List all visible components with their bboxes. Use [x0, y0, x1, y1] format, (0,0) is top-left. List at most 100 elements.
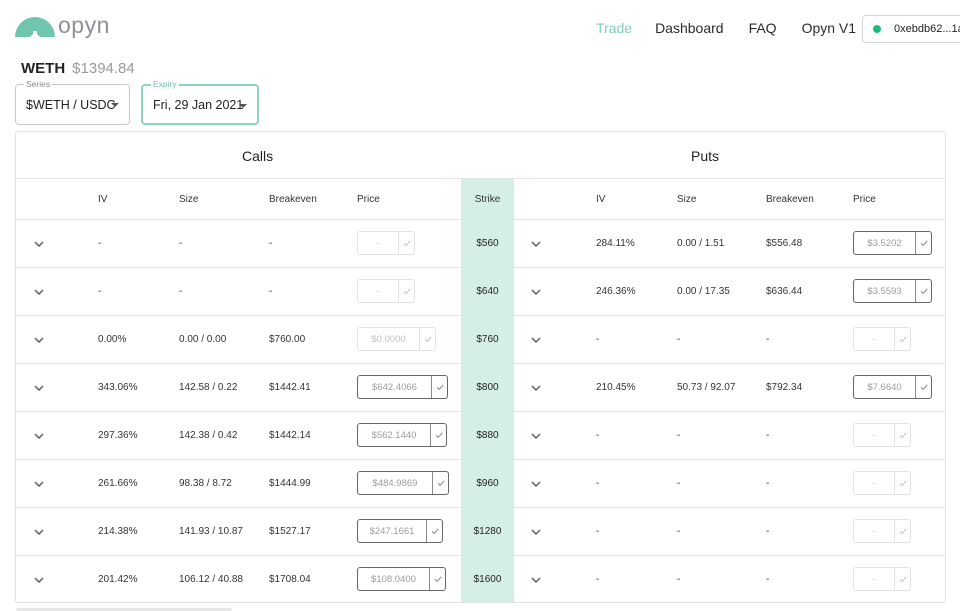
call-size: -: [179, 238, 183, 249]
header-put-iv: IV: [596, 194, 606, 205]
put-price-value: $3.5202: [867, 237, 902, 249]
calls-title: Calls: [242, 148, 274, 164]
chevron-down-icon[interactable]: [32, 285, 46, 299]
chevron-down-icon[interactable]: [32, 477, 46, 491]
horizontal-scrollbar[interactable]: [16, 608, 232, 611]
check-icon[interactable]: [894, 472, 910, 494]
opyn-logo[interactable]: opyn: [14, 12, 110, 39]
call-size: 106.12 / 40.88: [179, 574, 243, 585]
call-price-input[interactable]: -: [357, 231, 415, 255]
call-price-value: -: [376, 285, 380, 297]
nav-faq[interactable]: FAQ: [748, 20, 777, 36]
put-size: -: [677, 478, 681, 489]
call-price-input[interactable]: $247.1661: [357, 519, 443, 543]
put-price-input[interactable]: $7.6640: [853, 375, 932, 399]
table-row: - - - - $640 246.36% 0.00 / 17.35 $636.44 $3.559…: [16, 268, 945, 316]
umbrella-logo-icon: [14, 13, 56, 39]
call-price-input[interactable]: $0.0000: [357, 327, 436, 351]
check-icon[interactable]: [432, 472, 448, 494]
call-price-input[interactable]: $642.4066: [357, 375, 448, 399]
strike-price: $800: [476, 382, 499, 393]
put-price-value: -: [872, 477, 876, 489]
wallet-button[interactable]: 0xebdb62...1a: [862, 15, 960, 43]
put-price-input[interactable]: $3.5202: [853, 231, 932, 255]
put-price-input[interactable]: -: [853, 471, 911, 495]
check-icon[interactable]: [430, 424, 446, 446]
puts-title: Puts: [691, 148, 720, 164]
chevron-down-icon[interactable]: [529, 573, 543, 587]
check-icon[interactable]: [915, 376, 931, 398]
call-iv: 214.38%: [98, 526, 138, 537]
put-size: -: [677, 334, 681, 345]
options-chain-table: Calls Puts IV Size Breakeven Price Strik…: [15, 131, 946, 603]
call-price-value: $0.0000: [371, 333, 406, 345]
chevron-down-icon[interactable]: [32, 237, 46, 251]
put-price-input[interactable]: $3.5593: [853, 279, 932, 303]
put-iv: 246.36%: [596, 286, 636, 297]
chevron-down-icon[interactable]: [529, 333, 543, 347]
header-put-breakeven: Breakeven: [766, 194, 814, 205]
chevron-down-icon[interactable]: [529, 477, 543, 491]
call-price-input[interactable]: $562.1440: [357, 423, 447, 447]
put-breakeven: -: [766, 574, 770, 585]
put-price-input[interactable]: -: [853, 519, 911, 543]
nav-trade[interactable]: Trade: [596, 20, 633, 36]
call-price-value: $108.0400: [371, 573, 416, 585]
check-icon[interactable]: [431, 376, 447, 398]
series-select[interactable]: Series $WETH / USDC: [15, 78, 130, 125]
call-breakeven: $1708.04: [269, 574, 311, 585]
put-size: 0.00 / 17.35: [677, 286, 730, 297]
strike-price: $560: [476, 238, 499, 249]
call-size: 141.93 / 10.87: [179, 526, 243, 537]
chevron-down-icon[interactable]: [529, 381, 543, 395]
check-icon[interactable]: [429, 568, 445, 590]
logo-text: opyn: [58, 12, 110, 38]
put-iv: -: [596, 526, 600, 537]
check-icon[interactable]: [894, 328, 910, 350]
check-icon[interactable]: [426, 520, 442, 542]
chevron-down-icon[interactable]: [529, 525, 543, 539]
header-call-size: Size: [179, 194, 199, 205]
call-price-value: -: [376, 237, 380, 249]
check-icon[interactable]: [398, 232, 414, 254]
table-row: 343.06% 142.58 / 0.22 $1442.41 $642.4066 $80…: [16, 364, 945, 412]
check-icon[interactable]: [398, 280, 414, 302]
put-price-input[interactable]: -: [853, 567, 911, 591]
expiry-select[interactable]: Expiry Fri, 29 Jan 2021: [141, 78, 259, 125]
put-price-value: -: [872, 429, 876, 441]
check-icon[interactable]: [915, 280, 931, 302]
put-breakeven: -: [766, 430, 770, 441]
chevron-down-icon[interactable]: [529, 285, 543, 299]
call-price-input[interactable]: $108.0400: [357, 567, 446, 591]
call-price-input[interactable]: $484.9869: [357, 471, 449, 495]
check-icon[interactable]: [894, 424, 910, 446]
put-price-input[interactable]: -: [853, 327, 911, 351]
wallet-address: 0xebdb62...1a: [894, 23, 960, 35]
call-price-input[interactable]: -: [357, 279, 415, 303]
nav-dashboard[interactable]: Dashboard: [655, 20, 724, 36]
check-icon[interactable]: [894, 568, 910, 590]
put-iv: 210.45%: [596, 382, 636, 393]
put-price-value: -: [872, 525, 876, 537]
put-iv: -: [596, 478, 600, 489]
chevron-down-icon[interactable]: [32, 429, 46, 443]
nav-opyn-v1[interactable]: Opyn V1: [801, 20, 857, 36]
chevron-down-icon[interactable]: [32, 573, 46, 587]
put-breakeven: -: [766, 526, 770, 537]
strike-price: $960: [476, 478, 499, 489]
chevron-down-icon[interactable]: [32, 525, 46, 539]
table-row: 297.36% 142.38 / 0.42 $1442.14 $562.1440 $88…: [16, 412, 945, 460]
chevron-down-icon[interactable]: [32, 333, 46, 347]
chevron-down-icon[interactable]: [529, 237, 543, 251]
chevron-down-icon[interactable]: [529, 429, 543, 443]
check-icon[interactable]: [915, 232, 931, 254]
check-icon[interactable]: [894, 520, 910, 542]
chevron-down-icon[interactable]: [32, 381, 46, 395]
top-header: opyn Trade Dashboard FAQ Opyn V1 0xebdb6…: [0, 0, 960, 56]
main-nav: Trade Dashboard FAQ Opyn V1: [596, 20, 856, 36]
strike-price: $880: [476, 430, 499, 441]
table-row: 261.66% 98.38 / 8.72 $1444.99 $484.9869 $960…: [16, 460, 945, 508]
put-price-input[interactable]: -: [853, 423, 911, 447]
check-icon[interactable]: [419, 328, 435, 350]
call-iv: -: [98, 238, 102, 249]
